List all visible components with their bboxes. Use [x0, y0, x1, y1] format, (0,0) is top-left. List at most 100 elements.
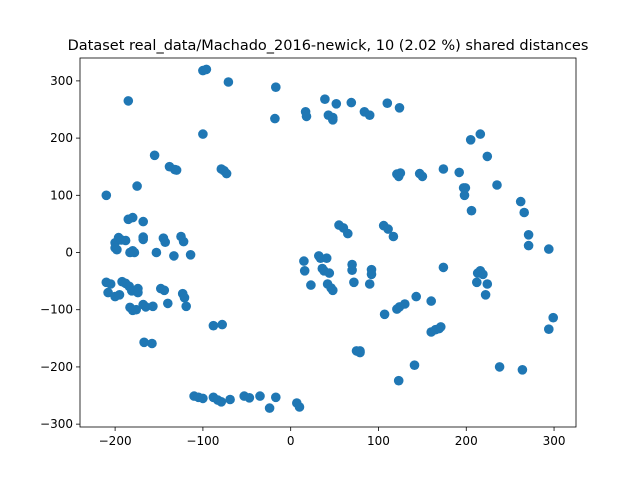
data-point — [139, 337, 149, 348]
data-point — [223, 77, 234, 87]
data-point — [472, 277, 482, 288]
data-point — [411, 291, 422, 302]
data-point — [123, 96, 134, 106]
data-point — [160, 237, 170, 247]
y-tick-label: 0 — [65, 246, 73, 260]
data-point — [355, 346, 365, 356]
x-tick-label: 200 — [455, 434, 478, 448]
data-point — [366, 269, 377, 280]
x-tick-label: −200 — [99, 434, 132, 448]
data-point — [217, 319, 227, 330]
data-point — [208, 320, 219, 331]
data-point — [271, 392, 281, 403]
data-point — [343, 228, 353, 239]
data-point — [480, 290, 491, 300]
data-point — [148, 301, 158, 312]
data-point — [198, 393, 208, 404]
data-point — [364, 279, 375, 289]
data-point — [544, 244, 554, 254]
data-point — [494, 362, 505, 372]
data-point — [544, 324, 554, 335]
y-tick-label: −100 — [40, 303, 73, 317]
data-point — [438, 262, 449, 273]
data-point — [171, 165, 182, 175]
data-point — [388, 231, 399, 242]
x-tick-label: 100 — [367, 434, 390, 448]
data-point — [349, 277, 359, 288]
y-tick-label: 200 — [50, 131, 73, 145]
data-point — [364, 110, 375, 120]
data-point — [426, 296, 437, 306]
data-point — [395, 168, 406, 178]
data-point — [163, 298, 173, 309]
data-point — [409, 360, 420, 371]
data-point — [301, 111, 312, 122]
data-point — [299, 266, 310, 276]
data-point — [394, 103, 405, 113]
data-point — [133, 287, 143, 298]
data-point — [147, 338, 157, 349]
data-point — [159, 285, 170, 296]
data-point — [114, 290, 125, 300]
data-point — [346, 97, 357, 108]
data-point — [101, 190, 112, 201]
data-point — [105, 279, 116, 289]
data-point — [515, 196, 526, 207]
data-point — [523, 230, 534, 240]
data-point — [324, 268, 335, 278]
data-point — [482, 279, 493, 289]
data-point — [478, 269, 488, 280]
y-tick-label: −300 — [40, 417, 73, 431]
data-point — [225, 394, 235, 405]
data-point — [417, 171, 428, 182]
data-point — [138, 234, 148, 245]
data-point — [460, 183, 471, 193]
data-point — [185, 250, 196, 260]
data-point — [125, 247, 135, 258]
data-point — [523, 240, 534, 251]
data-point — [459, 190, 470, 201]
data-point — [475, 129, 486, 139]
data-point — [103, 287, 113, 298]
data-point — [221, 168, 232, 179]
data-point — [198, 129, 208, 139]
data-point — [151, 247, 162, 258]
data-point — [331, 99, 342, 109]
data-point — [201, 64, 212, 75]
data-point — [466, 205, 477, 216]
data-point — [120, 235, 131, 246]
data-point — [244, 393, 255, 403]
data-point — [181, 301, 191, 312]
data-point — [255, 391, 265, 401]
data-point — [141, 302, 151, 312]
data-point — [438, 164, 449, 174]
data-point — [382, 98, 393, 108]
data-point — [294, 402, 305, 412]
data-point — [393, 375, 404, 386]
data-point — [328, 285, 338, 296]
data-point — [548, 312, 558, 323]
data-point — [306, 280, 316, 290]
x-tick-label: 300 — [543, 434, 566, 448]
data-point — [179, 292, 190, 303]
data-point — [321, 253, 332, 263]
data-point — [127, 212, 138, 223]
data-point — [271, 82, 281, 92]
axes: −200 −100 0 100 200 300 −300 −200 −100 0 100 200 300 — [40, 57, 577, 448]
data-point — [454, 167, 465, 178]
data-point — [216, 397, 227, 407]
chart-title: Dataset real_data/Machado_2016-newick, 1… — [68, 38, 589, 54]
data-point — [517, 365, 528, 375]
data-point — [112, 244, 122, 255]
data-point — [270, 113, 280, 124]
data-point — [519, 207, 529, 218]
data-point — [131, 304, 141, 315]
data-point — [320, 94, 330, 104]
y-tick-label: 300 — [50, 74, 73, 88]
plot-frame — [79, 57, 577, 428]
data-point — [169, 251, 179, 261]
data-point — [436, 322, 446, 332]
data-point — [264, 403, 275, 413]
data-point — [328, 115, 338, 125]
